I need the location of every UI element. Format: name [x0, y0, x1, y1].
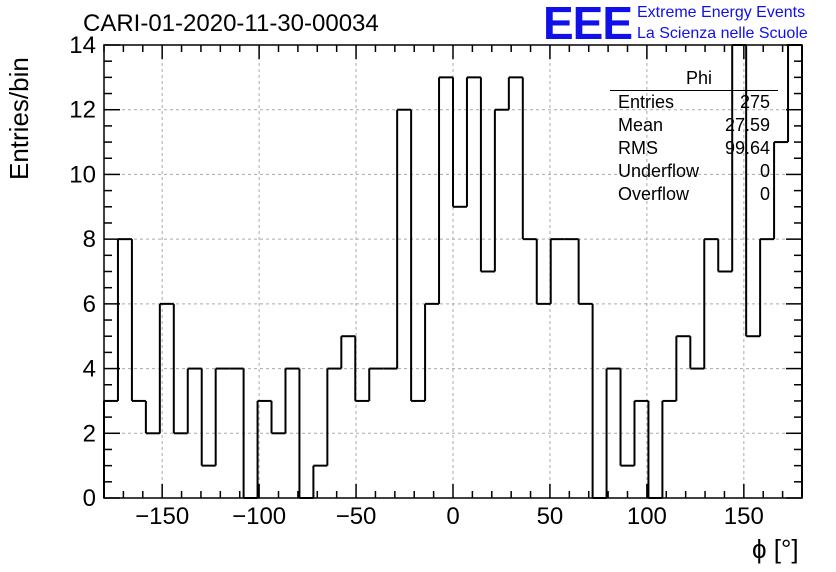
x-tick-label: 0	[446, 503, 459, 530]
stats-label: RMS	[618, 138, 658, 158]
stats-value: 99.64	[724, 138, 770, 158]
y-tick-label: 4	[83, 356, 96, 383]
stats-label: Underflow	[618, 161, 700, 181]
logo-line-2: La Scienza nelle Scuole	[637, 25, 808, 42]
stats-title: Phi	[610, 68, 778, 91]
x-tick-label: −150	[135, 503, 189, 530]
x-tick-label: 150	[724, 503, 764, 530]
x-tick-label: 50	[537, 503, 564, 530]
logo-line-1: Extreme Energy Events	[637, 4, 806, 21]
stats-row-mean: Mean 27.59	[610, 114, 778, 137]
y-tick-label: 8	[83, 226, 96, 253]
stats-value: 27.59	[724, 115, 770, 135]
x-tick-label: −50	[336, 503, 377, 530]
chart-title: CARI-01-2020-11-30-00034	[83, 10, 379, 37]
y-tick-label: 2	[83, 420, 96, 447]
y-tick-label: 0	[83, 485, 96, 512]
stats-value: 275	[739, 92, 770, 112]
y-tick-label: 14	[69, 32, 96, 59]
stats-row-rms: RMS 99.64	[610, 137, 778, 160]
stats-label: Mean	[618, 115, 664, 135]
stats-row-underflow: Underflow 0	[610, 160, 778, 183]
histogram-bars	[103, 44, 803, 499]
stats-box: Phi Entries 275 Mean 27.59 RMS 99.64 Und…	[610, 68, 778, 206]
stats-value: 0	[759, 161, 770, 181]
x-axis-label: ϕ [°]	[752, 534, 799, 564]
stats-row-entries: Entries 275	[610, 91, 778, 114]
x-tick-label: −100	[232, 503, 286, 530]
stats-label: Overflow	[618, 184, 690, 204]
y-tick-label: 10	[69, 161, 96, 188]
stats-label: Entries	[618, 92, 675, 112]
x-tick-label: 100	[627, 503, 667, 530]
eee-logo-mark: EEE	[543, 0, 633, 49]
stats-value: 0	[759, 184, 770, 204]
y-tick-label: 12	[69, 97, 96, 124]
y-tick-label: 6	[83, 291, 96, 318]
stats-row-overflow: Overflow 0	[610, 183, 778, 206]
y-axis-label: Entries/bin	[4, 57, 34, 180]
axes: −150 −100 −50 0 50 100 150 0 2 4 6 8 10 12 14	[69, 32, 803, 530]
